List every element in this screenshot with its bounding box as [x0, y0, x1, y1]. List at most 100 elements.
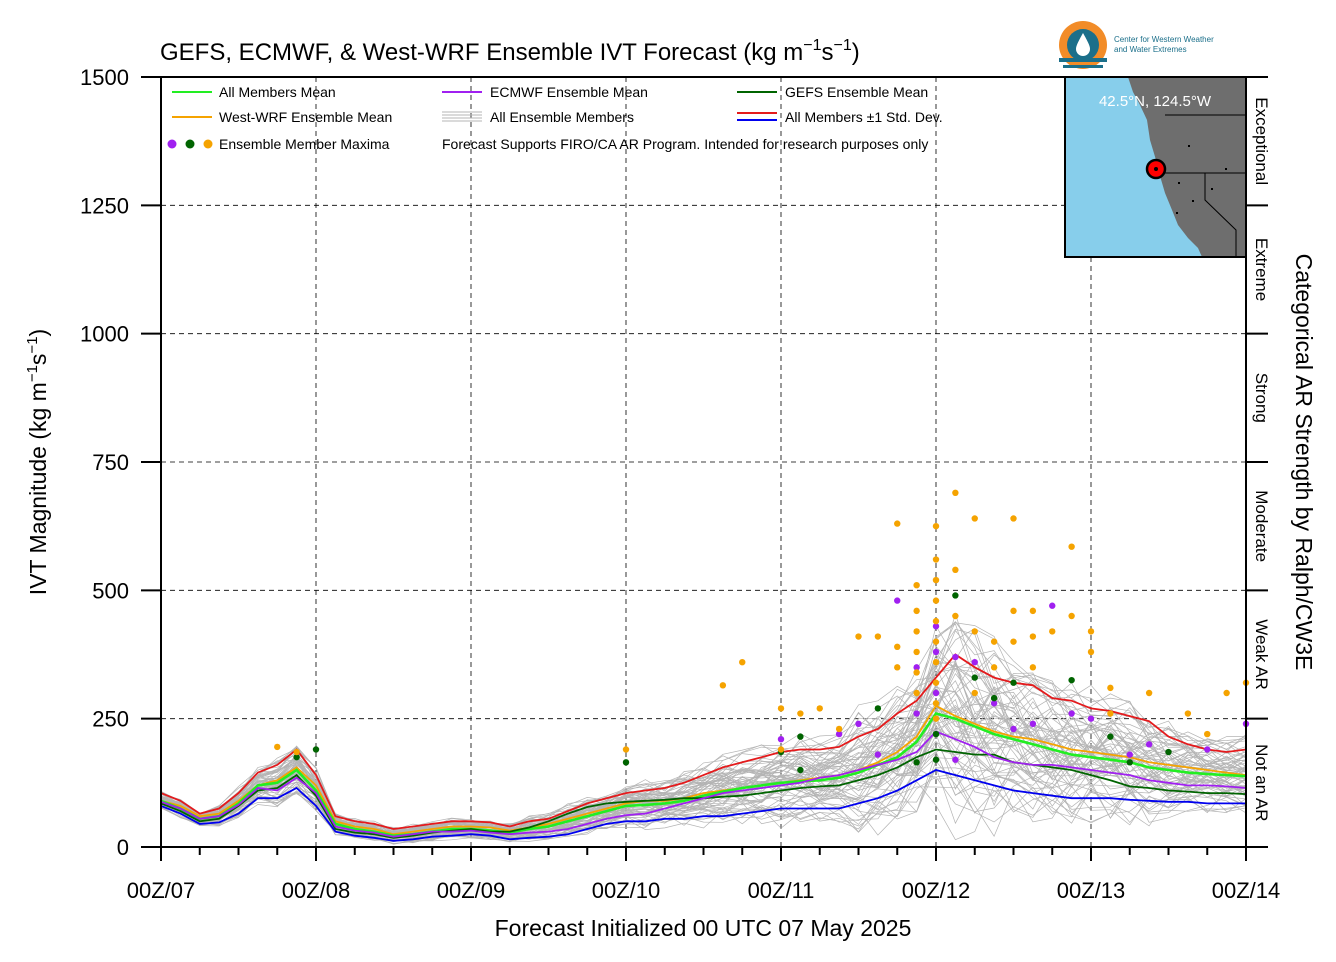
maxima-dot-gefs — [932, 730, 940, 738]
maxima-dot-westwrf — [932, 659, 940, 666]
maxima-dot-westwrf — [1049, 628, 1056, 635]
legend-all-mean: All Members Mean — [219, 84, 336, 100]
maxima-dot-westwrf — [932, 638, 940, 645]
legend-std-dev: All Members ±1 Std. Dev. — [785, 109, 943, 125]
maxima-dot-westwrf — [293, 748, 300, 756]
maxima-dot-westwrf — [913, 582, 920, 589]
maxima-dot-westwrf — [913, 669, 920, 676]
series-line-ecmwf — [160, 730, 1247, 838]
maxima-dot-gefs — [932, 756, 940, 763]
maxima-dot-westwrf — [971, 515, 978, 522]
maxima-dot-westwrf — [971, 689, 978, 697]
maxima-dot-westwrf — [932, 597, 940, 604]
legend-ecmwf: ECMWF Ensemble Mean — [490, 84, 648, 100]
maxima-dot-westwrf — [1087, 648, 1095, 656]
maxima-dot-gefs — [1126, 759, 1133, 766]
maxima-dot-westwrf — [1145, 689, 1153, 697]
maxima-dot-westwrf — [894, 643, 901, 650]
maxima-dot-westwrf — [1107, 684, 1114, 692]
maxima-dot-westwrf — [719, 682, 727, 689]
maxima-dot-ecmwf — [1029, 720, 1037, 727]
maxima-dot-ecmwf — [990, 700, 998, 707]
x-axis: 00Z/07 00Z/08 00Z/09 00Z/10 00Z/11 00Z/12 00Z/… — [127, 847, 1280, 903]
maxima-dot-ecmwf — [1087, 715, 1095, 722]
ar-category-label: Exceptional — [1252, 97, 1271, 185]
y-axis-label: IVT Magnitude (kg m−1s−1) — [24, 329, 51, 595]
maxima-dot-gefs — [874, 705, 882, 712]
legend: All Members Mean West-WRF Ensemble Mean … — [167, 84, 943, 152]
ensemble-member-line — [160, 708, 1247, 836]
x-tick-label: 00Z/07 — [127, 878, 196, 903]
inset-land — [1128, 77, 1246, 257]
y-tick-label: 250 — [92, 707, 129, 732]
maxima-dot-westwrf — [932, 576, 940, 584]
maxima-dot-westwrf — [932, 556, 940, 563]
maxima-dot-westwrf — [1010, 607, 1017, 615]
maxima-dot-westwrf — [777, 746, 785, 753]
series-line-minus_sd — [160, 769, 1246, 842]
maxima-dot-westwrf — [1010, 515, 1017, 522]
maxima-dot-westwrf — [952, 489, 959, 496]
maxima-dot-westwrf — [855, 633, 862, 640]
ar-strength-label: Categorical AR Strength by Ralph/CW3E — [1291, 254, 1317, 671]
maxima-dot-westwrf — [990, 664, 998, 671]
maxima-dot-westwrf — [913, 689, 920, 697]
maxima-dot-gefs — [971, 674, 978, 681]
logo-drop-icon — [1076, 33, 1090, 56]
legend-dot-westwrf — [203, 139, 213, 149]
maxima-dot-ecmwf — [1126, 751, 1133, 758]
maxima-dot-westwrf — [1029, 633, 1037, 640]
maxima-dot-gefs — [622, 759, 630, 766]
maxima-dot-ecmwf — [777, 736, 785, 743]
maxima-dot-westwrf — [932, 679, 940, 686]
maxima-dot-gefs — [1165, 748, 1172, 756]
maxima-dot-ecmwf — [835, 730, 843, 738]
y-axis: 0 250 500 750 1000 1250 1500 — [80, 65, 161, 860]
mean-series — [160, 653, 1247, 842]
x-axis-label: Forecast Initialized 00 UTC 07 May 2025 — [495, 915, 912, 941]
series-line-plus_sd — [160, 653, 1247, 830]
legend-members: All Ensemble Members — [490, 109, 634, 125]
maxima-dot-westwrf — [913, 628, 920, 635]
maxima-dot-westwrf — [1087, 628, 1095, 635]
maxima-dot-westwrf — [1029, 664, 1037, 671]
maxima-dot-westwrf — [1184, 710, 1192, 717]
x-tick-label: 00Z/09 — [437, 878, 506, 903]
maxima-dot-westwrf — [913, 607, 920, 615]
ar-category-label: Extreme — [1252, 238, 1271, 301]
y-tick-label: 1000 — [80, 322, 129, 347]
maxima-dot-westwrf — [913, 648, 920, 656]
maxima-dot-westwrf — [990, 638, 998, 645]
logo-line-2: and Water Extremes — [1114, 45, 1187, 54]
y-tick-label: 500 — [92, 578, 129, 603]
maxima-dot-ecmwf — [894, 597, 901, 604]
legend-gefs: GEFS Ensemble Mean — [785, 84, 928, 100]
ensemble-member-line — [160, 662, 1247, 835]
maxima-dot-ecmwf — [913, 664, 920, 671]
x-tick-label: 00Z/08 — [282, 878, 351, 903]
maxima-dot-gefs — [797, 733, 804, 740]
ar-category-axis: Not an AR Weak AR Moderate Strong Extreme Exc… — [1246, 76, 1271, 848]
ar-category-label: Strong — [1252, 373, 1271, 423]
maxima-dot-westwrf — [932, 617, 940, 625]
legend-disclaimer: Forecast Supports FIRO/CA AR Program. In… — [442, 136, 928, 152]
maxima-dot-ecmwf — [932, 648, 940, 656]
logo-line-1: Center for Western Weather — [1114, 35, 1214, 44]
cw3e-logo: Center for Western Weather and Water Ext… — [1059, 21, 1214, 69]
maxima-dot-gefs — [312, 746, 320, 753]
maxima-dot-gefs — [1107, 733, 1114, 740]
maxima-dot-westwrf — [1107, 710, 1114, 717]
maxima-dot-westwrf — [1029, 607, 1037, 615]
maxima-dot-ecmwf — [1068, 710, 1075, 717]
ar-category-label: Not an AR — [1252, 744, 1271, 822]
maxima-dot-ecmwf — [1049, 602, 1056, 609]
maxima-dot-westwrf — [1068, 543, 1075, 550]
y-tick-label: 1250 — [80, 193, 129, 218]
maxima-dot-ecmwf — [971, 659, 978, 666]
maxima-dot-ecmwf — [913, 710, 920, 717]
maxima-dot-ecmwf — [874, 751, 882, 758]
maxima-dot-gefs — [797, 766, 804, 774]
legend-dot-ecmwf — [167, 139, 177, 149]
maxima-dot-westwrf — [874, 633, 882, 640]
ensemble-member-line — [160, 751, 1247, 842]
